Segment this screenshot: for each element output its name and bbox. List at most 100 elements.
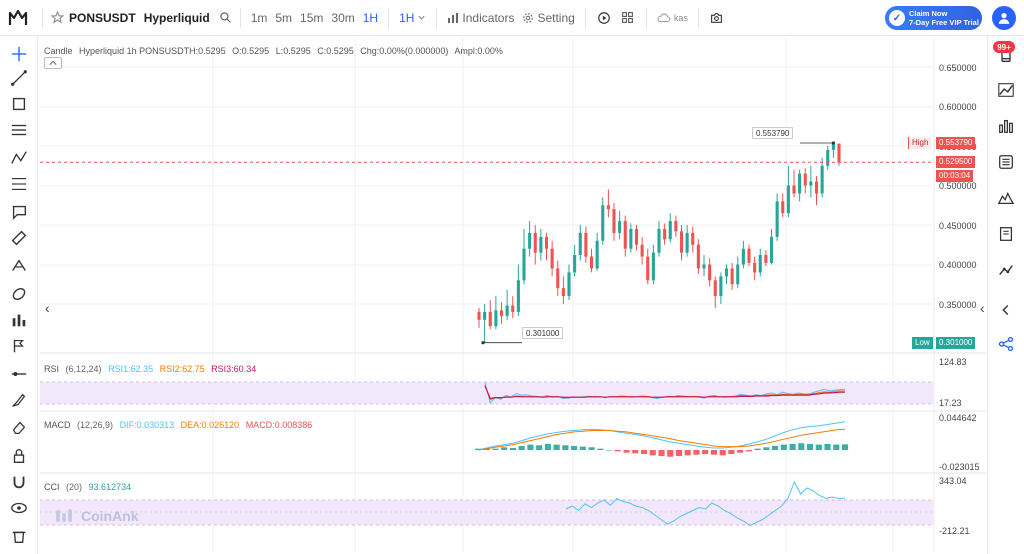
line-chart-icon[interactable]: [996, 80, 1016, 100]
star-icon[interactable]: [49, 10, 65, 26]
indicators-button[interactable]: Indicators: [443, 11, 518, 25]
replay-play-icon[interactable]: [596, 10, 612, 26]
candle-body: [719, 276, 723, 297]
candle-body: [573, 255, 577, 273]
candle-body: [477, 311, 481, 320]
candle-body: [567, 272, 571, 297]
layout-save-button[interactable]: kas: [653, 13, 692, 23]
vip-trial-button[interactable]: ✓ Claim Now 7-Day Free VIP Trial: [885, 6, 982, 30]
price-axis-label: 0.450000: [939, 221, 977, 231]
interval-15m[interactable]: 15m: [300, 10, 324, 25]
divider: [42, 7, 43, 28]
candle-body: [578, 232, 582, 256]
callout-icon[interactable]: [9, 202, 29, 222]
horizontal-lines-icon[interactable]: [9, 120, 29, 140]
path-icon[interactable]: [9, 148, 29, 168]
ruler-icon[interactable]: [9, 228, 29, 248]
bar-stats-icon[interactable]: [996, 116, 1016, 136]
legend-high: H:0.5295: [189, 46, 226, 56]
legend-collapse-button[interactable]: [44, 57, 62, 69]
interval-30m[interactable]: 30m: [331, 10, 355, 25]
candle-body: [623, 221, 627, 249]
measure-icon[interactable]: [9, 364, 29, 384]
indicators-label: Indicators: [462, 10, 515, 25]
dea-value: DEA:0.026120: [180, 420, 240, 430]
bar-chart-icon[interactable]: [9, 310, 29, 330]
pattern-icon[interactable]: [9, 256, 29, 276]
symbol-name[interactable]: PONSUSDT: [69, 10, 136, 25]
search-icon[interactable]: [218, 10, 234, 26]
candle-body: [606, 205, 610, 210]
cci-axis-top: 343.04: [939, 476, 967, 486]
macd-histogram-bar: [501, 447, 508, 450]
layout-grid-icon[interactable]: [620, 10, 636, 26]
price-axis-label: 0.350000: [939, 300, 977, 310]
interval-select[interactable]: 1H: [395, 11, 430, 25]
collapse-panel-icon[interactable]: [996, 300, 1016, 320]
rsi-axis-bottom: 17.23: [939, 398, 962, 408]
candle-body: [747, 248, 751, 263]
rsi3-value: RSI3:60.34: [211, 364, 257, 374]
rsi2-value: RSI2:62.75: [159, 364, 205, 374]
candle-body: [601, 205, 605, 241]
candle-body: [775, 201, 779, 237]
macd-histogram-bar: [693, 450, 700, 455]
brush-icon[interactable]: [9, 390, 29, 410]
macd-histogram-bar: [527, 444, 534, 450]
share-icon[interactable]: [996, 334, 1016, 354]
interval-1m[interactable]: 1m: [250, 10, 268, 25]
macd-histogram-bar: [763, 447, 770, 450]
divider: [436, 7, 438, 28]
user-avatar-icon[interactable]: [992, 6, 1016, 30]
list-icon[interactable]: [996, 152, 1016, 172]
candle-body: [814, 181, 819, 194]
macd-histogram-bar: [702, 450, 709, 455]
candle-body: [730, 268, 734, 285]
divider: [239, 7, 241, 28]
eye-icon[interactable]: [9, 498, 29, 518]
high-tag-value: 0.553790: [936, 137, 976, 149]
macd-histogram-bar: [745, 450, 752, 452]
macd-histogram-bar: [474, 448, 482, 450]
interval-1h[interactable]: 1H: [362, 10, 379, 25]
trend-icon[interactable]: [996, 260, 1016, 280]
camera-icon[interactable]: [709, 10, 725, 26]
macd-histogram-bar: [684, 450, 691, 456]
macd-histogram-bar: [824, 443, 831, 450]
cci-title: CCI: [44, 482, 60, 492]
exchange-name[interactable]: Hyperliquid: [143, 10, 210, 25]
macd-histogram-bar: [737, 450, 744, 453]
candle-body: [679, 231, 684, 253]
crosshair-icon[interactable]: [9, 44, 29, 64]
eraser-icon[interactable]: [9, 418, 29, 438]
divider: [645, 7, 647, 28]
scroll-left-icon[interactable]: ‹: [45, 300, 50, 316]
dif-line: [477, 421, 846, 451]
candle-body: [758, 255, 762, 273]
rectangle-icon[interactable]: [9, 94, 29, 114]
dea-line: [477, 428, 846, 451]
candle-body: [668, 221, 672, 240]
candle-body: [584, 232, 588, 257]
trash-icon[interactable]: [9, 526, 29, 546]
macd-axis-top: 0.044642: [939, 413, 977, 423]
interval-5m[interactable]: 5m: [275, 10, 293, 25]
depth-chart-icon[interactable]: [996, 188, 1016, 208]
candle-body: [786, 185, 790, 214]
lock-icon[interactable]: [9, 446, 29, 466]
scroll-right-icon[interactable]: ‹: [980, 300, 985, 316]
candle-body: [618, 221, 622, 233]
fib-retracement-icon[interactable]: [9, 174, 29, 194]
magnet-icon[interactable]: [9, 472, 29, 492]
annotation-icon[interactable]: [9, 336, 29, 356]
setting-button[interactable]: Setting: [518, 11, 578, 25]
ellipse-icon[interactable]: [9, 284, 29, 304]
book-icon[interactable]: [996, 224, 1016, 244]
trend-line-icon[interactable]: [9, 68, 29, 88]
coinank-logo-icon[interactable]: [0, 0, 36, 36]
candle-body: [629, 228, 633, 249]
low-marker-dot: [481, 341, 485, 345]
vip-line-1: Claim Now: [909, 9, 948, 18]
